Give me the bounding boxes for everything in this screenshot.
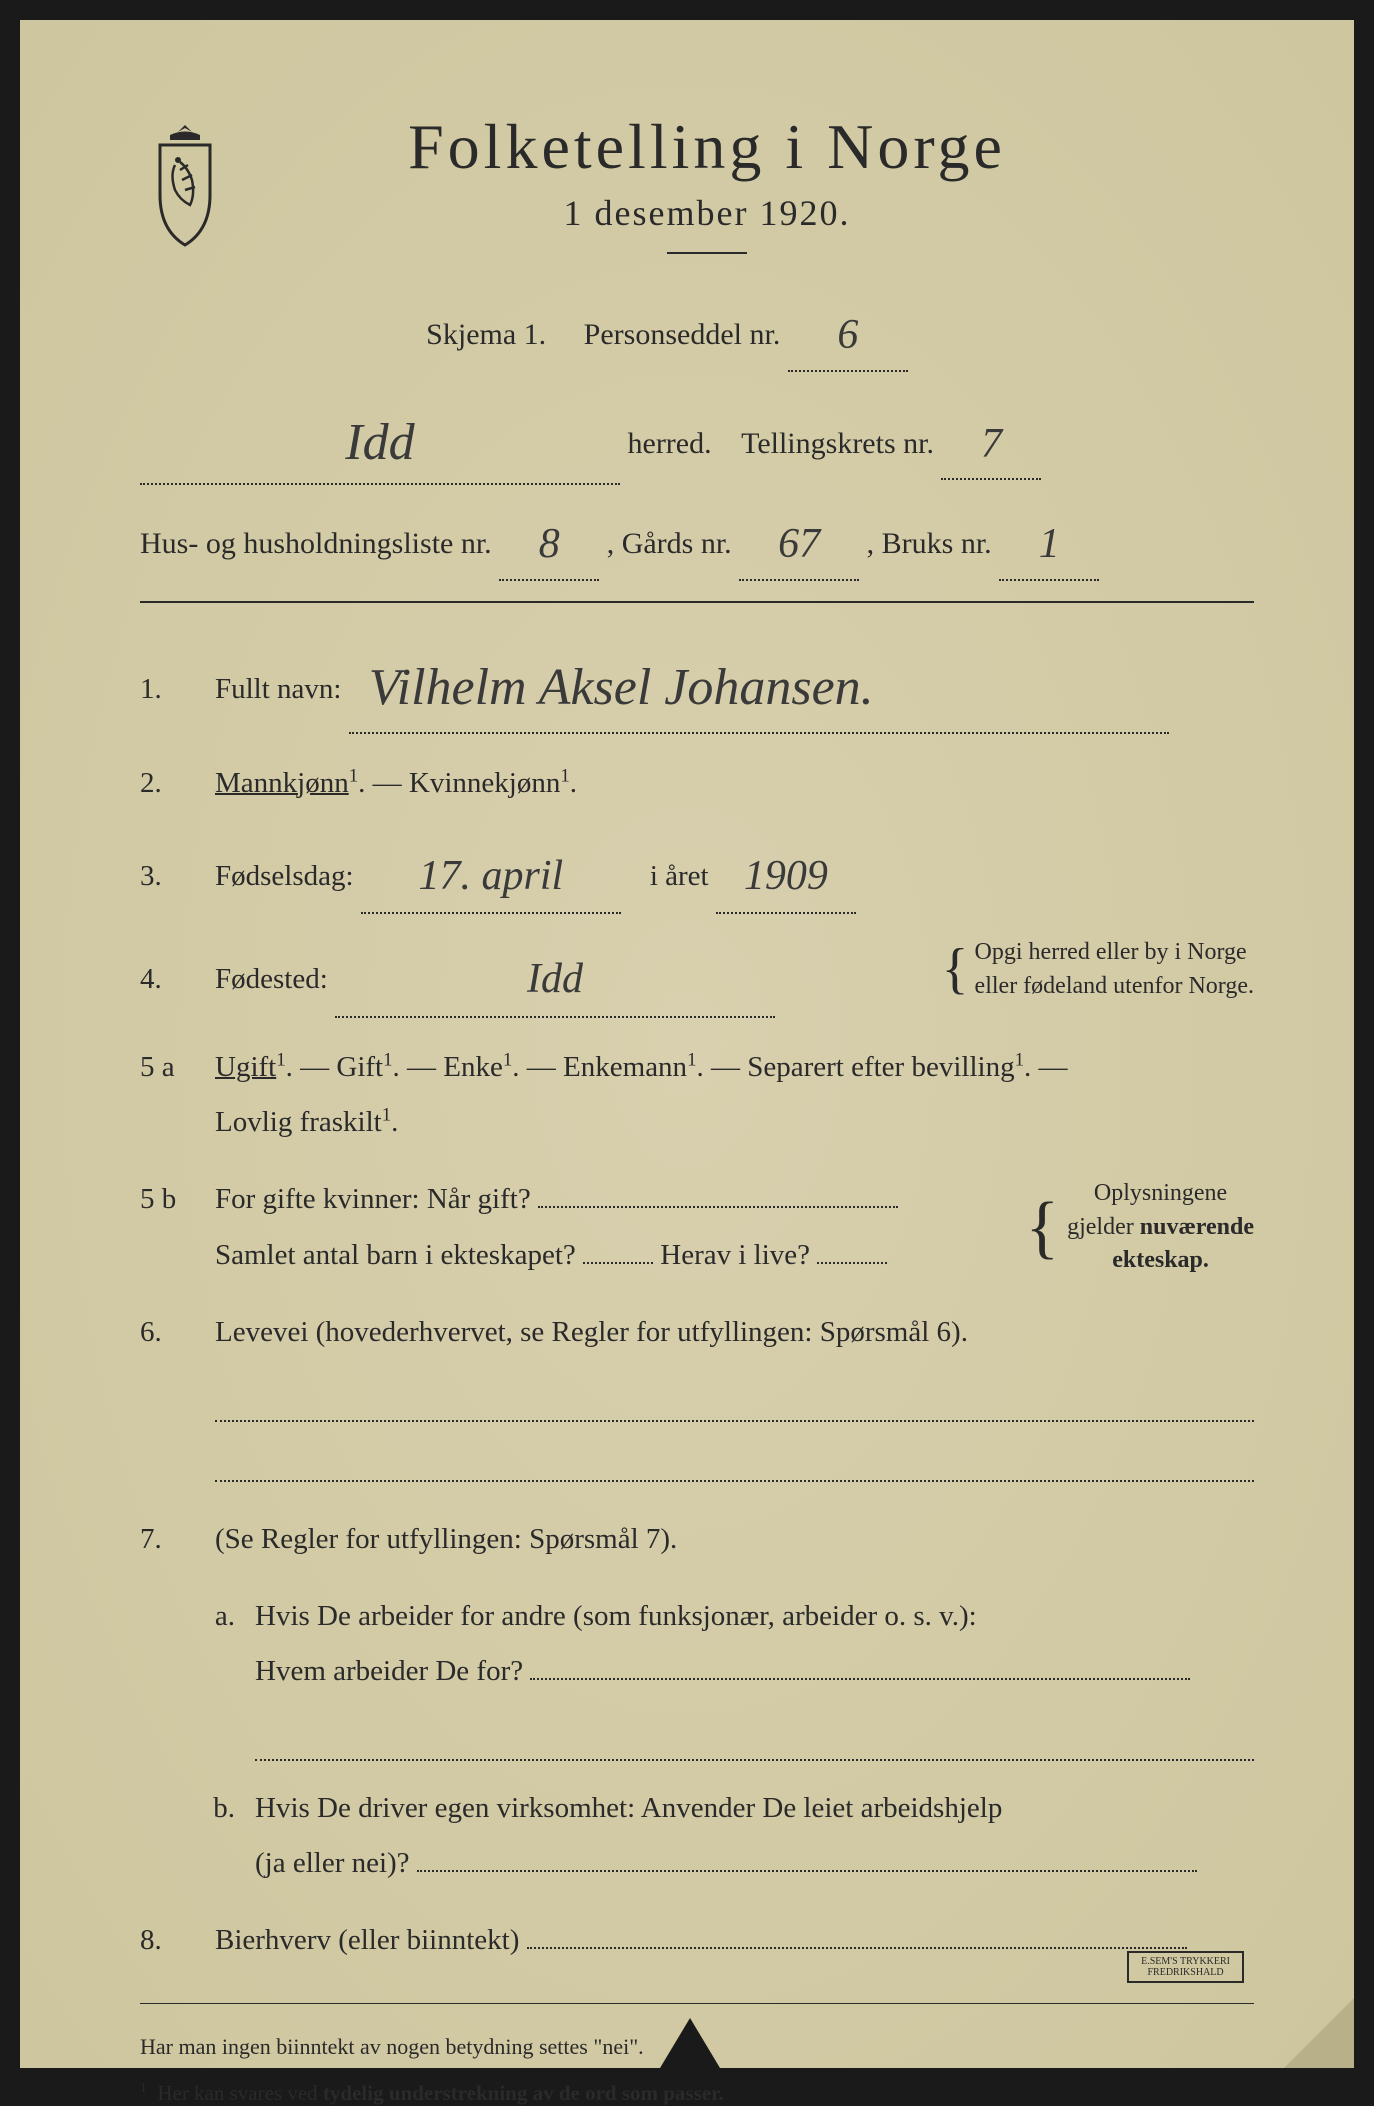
stamp-line1: E.SEM'S TRYKKERI — [1141, 1956, 1230, 1967]
husliste-line: Hus- og husholdningsliste nr. 8 , Gårds … — [140, 503, 1254, 581]
tellingskrets-nr: 7 — [981, 421, 1002, 467]
census-form-page: Folketelling i Norge 1 desember 1920. Sk… — [20, 20, 1354, 2068]
skjema-line: Skjema 1. Personseddel nr. 6 — [140, 294, 1254, 372]
footnote-divider — [140, 2003, 1254, 2004]
q6-text: Levevei (hovederhvervet, se Regler for u… — [215, 1316, 968, 1348]
q6: 6. Levevei (hovederhvervet, se Regler fo… — [140, 1305, 1254, 1360]
q5b-line1: For gifte kvinner: Når gift? — [215, 1183, 531, 1215]
q4-num: 4. — [140, 963, 215, 996]
q7a-blank — [255, 1721, 1254, 1761]
footnote-marker: 1 — [349, 765, 358, 786]
q2: 2. Mannkjønn1. — Kvinnekjønn1. — [140, 756, 1254, 811]
q5b-num: 5 b — [140, 1183, 215, 1216]
q8-num: 8. — [140, 1924, 215, 1957]
q6-blank1 — [215, 1382, 1254, 1422]
q2-num: 2. — [140, 767, 215, 800]
q7b-num: b. — [140, 1792, 255, 1825]
q4-value: Idd — [527, 956, 583, 1002]
q6-num: 6. — [140, 1316, 215, 1349]
q3-year-label: i året — [650, 860, 709, 892]
q5a-separert: Separert efter bevilling — [747, 1051, 1014, 1083]
q5b: 5 b For gifte kvinner: Når gift? Samlet … — [140, 1172, 1254, 1282]
q3-year: 1909 — [744, 853, 828, 899]
q7b: b. Hvis De driver egen virksomhet: Anven… — [140, 1781, 1254, 1891]
q8-label: Bierhverv (eller biinntekt) — [215, 1924, 519, 1956]
personseddel-label: Personseddel nr. — [584, 318, 781, 351]
q2-mann: Mannkjønn — [215, 767, 349, 799]
q5a: 5 a Ugift1. — Gift1. — Enke1. — Enkemann… — [140, 1040, 1254, 1150]
bruks-nr: 1 — [1039, 521, 1060, 567]
q1: 1. Fullt navn: Vilhelm Aksel Johansen. — [140, 633, 1254, 734]
gards-label: , Gårds nr. — [607, 527, 732, 560]
skjema-label: Skjema 1. — [426, 318, 546, 351]
q3-label: Fødselsdag: — [215, 860, 354, 892]
q7: 7. (Se Regler for utfyllingen: Spørsmål … — [140, 1512, 1254, 1567]
tellingskrets-label: Tellingskrets nr. — [741, 427, 934, 460]
husliste-nr: 8 — [539, 521, 560, 567]
q7-num: 7. — [140, 1523, 215, 1556]
husliste-label: Hus- og husholdningsliste nr. — [140, 527, 492, 560]
q5b-note4: ekteskap. — [1112, 1247, 1209, 1273]
herred-value: Idd — [345, 414, 414, 471]
printer-stamp: E.SEM'S TRYKKERI FREDRIKSHALD — [1127, 1951, 1244, 1983]
main-title: Folketelling i Norge — [260, 110, 1154, 184]
q4-note1: Opgi herred eller by i Norge — [975, 936, 1254, 970]
q5b-note1: Oplysningene — [1067, 1177, 1254, 1211]
stamp-line2: FREDRIKSHALD — [1141, 1967, 1230, 1978]
q4-label: Fødested: — [215, 963, 328, 995]
q5a-fraskilt: Lovlig fraskilt — [215, 1106, 382, 1138]
q2-sep: — — [373, 767, 409, 799]
gards-nr: 67 — [778, 521, 820, 567]
q5b-line2a: Samlet antal barn i ekteskapet? — [215, 1239, 576, 1271]
q7a: a. Hvis De arbeider for andre (som funks… — [140, 1589, 1254, 1699]
q4: 4. Fødested: Idd { Opgi herred eller by … — [140, 936, 1254, 1018]
q7a-num: a. — [140, 1600, 255, 1633]
q1-value: Vilhelm Aksel Johansen. — [369, 659, 874, 716]
q4-note: { Opgi herred eller by i Norge eller fød… — [936, 936, 1254, 1003]
divider — [667, 252, 747, 254]
header: Folketelling i Norge 1 desember 1920. — [140, 110, 1254, 279]
q5a-enke: Enke — [443, 1051, 503, 1083]
q3-day: 17. april — [418, 853, 563, 899]
q7a-line2: Hvem arbeider De for? — [255, 1655, 523, 1687]
subtitle-date: 1 desember 1920. — [260, 192, 1154, 234]
q5b-line2b: Herav i live? — [660, 1239, 810, 1271]
q3: 3. Fødselsdag: 17. april i året 1909 — [140, 833, 1254, 915]
q7a-line1: Hvis De arbeider for andre (som funksjon… — [255, 1600, 977, 1632]
footnote-2: 1 Her kan svares ved tydelig understrekn… — [140, 2080, 1254, 2106]
q3-num: 3. — [140, 860, 215, 893]
herred-line: Idd herred. Tellingskrets nr. 7 — [140, 390, 1254, 486]
q5a-gift: Gift — [336, 1051, 383, 1083]
page-fold — [1284, 1998, 1354, 2068]
title-block: Folketelling i Norge 1 desember 1920. — [260, 110, 1254, 279]
q7-intro: (Se Regler for utfyllingen: Spørsmål 7). — [215, 1523, 677, 1555]
bruks-label: , Bruks nr. — [867, 527, 992, 560]
q5a-ugift: Ugift — [215, 1051, 276, 1083]
q1-num: 1. — [140, 673, 215, 706]
page-damage — [660, 2018, 720, 2068]
q5b-note: { Oplysningene gjelder nuværende ekteska… — [1026, 1177, 1255, 1278]
personseddel-nr: 6 — [837, 312, 858, 358]
q5b-note3: nuværende — [1140, 1214, 1254, 1240]
q2-kvinne: Kvinnekjønn — [409, 767, 560, 799]
q4-note2: eller fødeland utenfor Norge. — [975, 970, 1254, 1004]
q5a-num: 5 a — [140, 1051, 215, 1084]
q8: 8. Bierhverv (eller biinntekt) — [140, 1913, 1254, 1968]
q7b-line2: (ja eller nei)? — [255, 1847, 410, 1879]
q5a-enkemann: Enkemann — [563, 1051, 687, 1083]
q7b-line1: Hvis De driver egen virksomhet: Anvender… — [255, 1792, 1002, 1824]
coat-of-arms-icon — [140, 120, 230, 250]
q6-blank2 — [215, 1442, 1254, 1482]
q1-label: Fullt navn: — [215, 673, 341, 705]
divider-line — [140, 601, 1254, 603]
herred-label: herred. — [628, 427, 712, 460]
q5b-note2: gjelder — [1067, 1214, 1134, 1240]
